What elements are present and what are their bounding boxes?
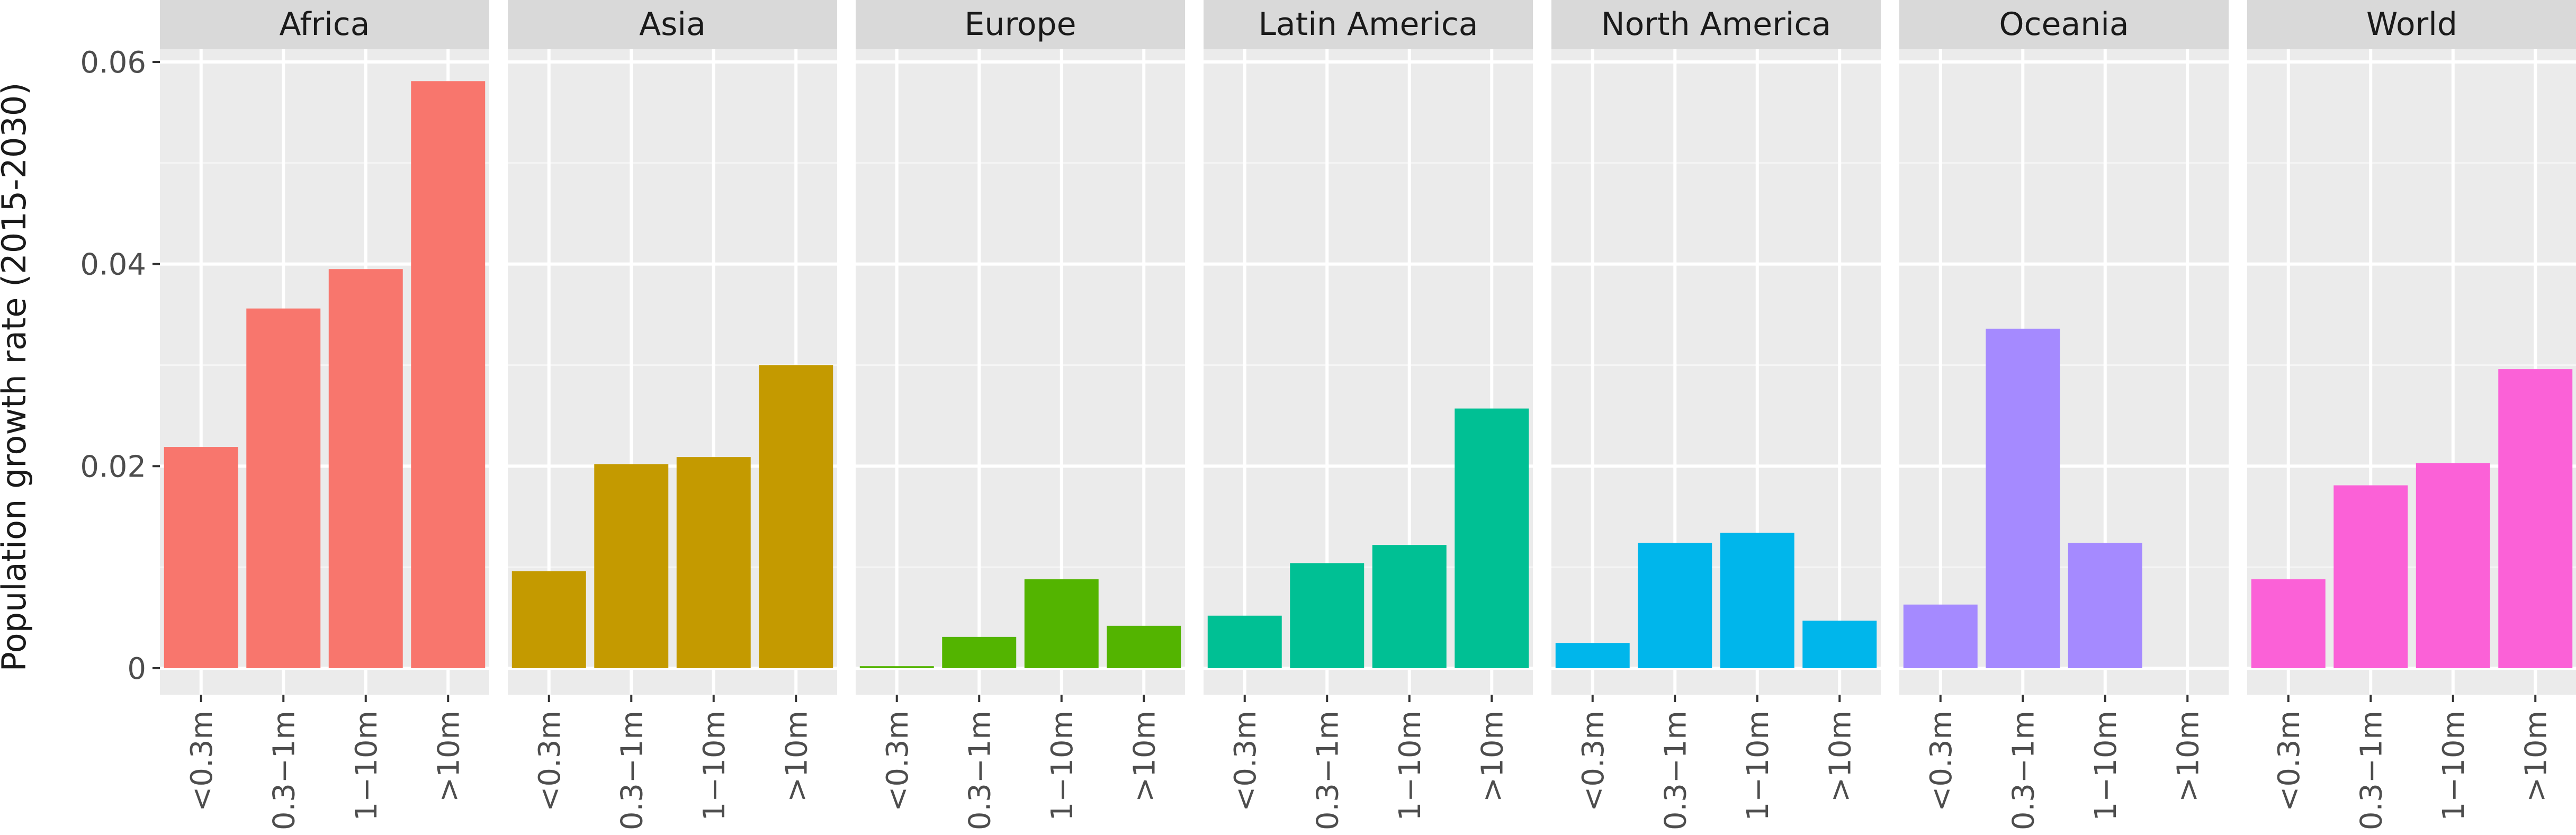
x-tick-label: 0.3−1m	[267, 711, 301, 830]
bar	[1207, 615, 1282, 668]
y-tick-label: 0.06	[80, 46, 146, 80]
bar	[1024, 579, 1099, 668]
facet-strip	[160, 0, 489, 49]
x-tick-label: >10m	[1127, 711, 1162, 802]
bar	[1986, 328, 2060, 668]
bar	[1455, 408, 1529, 668]
bar	[594, 464, 669, 668]
panel-background	[856, 49, 1185, 695]
bar	[676, 457, 751, 668]
bar	[942, 636, 1017, 668]
facet-panel-asia: Asia <0.3m 0.3−1m 1−10m >10m	[508, 0, 837, 830]
x-tick-label: >10m	[2171, 711, 2205, 802]
x-tick-label: 1−10m	[1741, 711, 1775, 821]
x-tick-label: 1−10m	[349, 711, 384, 821]
facet-strip-label: Africa	[279, 6, 370, 43]
x-tick-label: <0.3m	[1228, 711, 1263, 812]
x-tick-label: >10m	[1475, 711, 1510, 802]
facet-panel-north-america: North America <0.3m 0.3−1m 1−10m >10m	[1551, 0, 1881, 830]
facet-strip	[508, 0, 837, 49]
bar	[1720, 533, 1794, 668]
facet-panel-latin-america: Latin America <0.3m 0.3−1m 1−10m >10m	[1204, 0, 1533, 830]
x-tick-label: 1−10m	[1393, 711, 1428, 821]
bar	[2498, 369, 2573, 668]
x-tick-label: 0.3−1m	[2354, 711, 2389, 830]
y-axis-label: Population growth rate (2015-2030)	[0, 83, 33, 672]
facet-panel-world: World <0.3m 0.3−1m 1−10m >10m	[2247, 0, 2576, 830]
bar	[164, 447, 238, 668]
x-tick-label: 0.3−1m	[615, 711, 649, 830]
bar	[2416, 463, 2490, 668]
x-tick-label: >10m	[432, 711, 466, 802]
y-tick-label: 0.04	[80, 248, 146, 282]
x-tick-label: 0.3−1m	[963, 711, 997, 830]
facet-strip	[1204, 0, 1533, 49]
facet-strip	[1899, 0, 2229, 49]
x-tick-label: 1−10m	[697, 711, 732, 821]
y-tick-label: 0	[127, 652, 146, 686]
bar	[1802, 621, 1877, 668]
panel-background	[1899, 49, 2229, 695]
facet-strip	[856, 0, 1185, 49]
bar	[2251, 579, 2326, 668]
bar	[2333, 485, 2408, 668]
x-tick-label: >10m	[1823, 711, 1857, 802]
bar	[1372, 545, 1447, 668]
facet-strip-label: Oceania	[1999, 6, 2129, 43]
panel-background	[1551, 49, 1881, 695]
x-tick-label: <0.3m	[533, 711, 567, 812]
bar	[511, 571, 586, 668]
bar	[1903, 604, 1978, 668]
x-tick-label: 1−10m	[2437, 711, 2471, 821]
bar	[328, 269, 403, 668]
facet-strip-label: Europe	[965, 6, 1076, 43]
x-tick-label: 0.3−1m	[2006, 711, 2041, 830]
x-tick-label: <0.3m	[881, 711, 915, 812]
x-tick-label: >10m	[2519, 711, 2553, 802]
facet-strip-label: Asia	[639, 6, 706, 43]
facet-strip-label: Latin America	[1259, 6, 1478, 43]
facet-panel-africa: Africa <0.3m 0.3−1m 1−10m >10m	[160, 0, 489, 830]
y-tick-label: 0.02	[80, 450, 146, 484]
x-tick-label: <0.3m	[185, 711, 219, 812]
x-tick-label: 1−10m	[2089, 711, 2123, 821]
bar	[1290, 563, 1365, 668]
facet-strip-label: World	[2366, 6, 2457, 43]
facet-strip	[1551, 0, 1881, 49]
facet-panels: Africa <0.3m 0.3−1m 1−10m >10m Asia <0.3m 0.3−1…	[160, 0, 2576, 830]
facet-strip-label: North America	[1601, 6, 1831, 43]
x-tick-label: 1−10m	[1045, 711, 1080, 821]
facet-strip	[2247, 0, 2576, 49]
x-tick-label: <0.3m	[1924, 711, 1959, 812]
x-tick-label: 0.3−1m	[1658, 711, 1693, 830]
bar	[1638, 543, 1712, 668]
bar	[1555, 643, 1630, 668]
bar	[859, 666, 934, 668]
x-tick-label: <0.3m	[1576, 711, 1611, 812]
bar	[411, 81, 486, 669]
x-tick-label: <0.3m	[2272, 711, 2306, 812]
facet-panel-europe: Europe <0.3m 0.3−1m 1−10m >10m	[856, 0, 1185, 830]
x-tick-label: >10m	[779, 711, 814, 802]
x-tick-label: 0.3−1m	[1311, 711, 1345, 830]
facet-panel-oceania: Oceania <0.3m 0.3−1m 1−10m >10m	[1899, 0, 2229, 830]
y-axis: 0 0.02 0.04 0.06	[80, 46, 160, 686]
bar	[759, 365, 833, 668]
bar	[2068, 543, 2142, 668]
bar	[1107, 625, 1181, 668]
bar	[246, 308, 321, 668]
